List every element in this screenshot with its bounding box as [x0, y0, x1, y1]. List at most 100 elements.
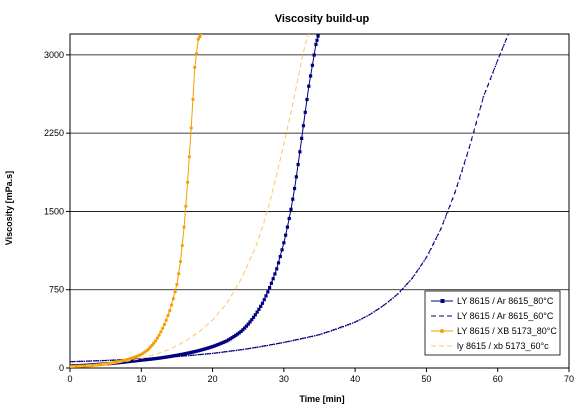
series-0-marker-103 [251, 315, 256, 319]
series-0-marker-115 [273, 272, 277, 276]
series-0-marker-41 [141, 358, 145, 362]
series-1-marker-79 [257, 346, 259, 348]
series-1-marker-154 [435, 238, 437, 240]
series-1-marker-8 [88, 360, 90, 362]
series-0-marker-72 [196, 349, 200, 353]
series-1-marker-183 [503, 43, 505, 46]
series-1-marker-182 [501, 49, 503, 51]
series-1-marker-132 [382, 304, 385, 307]
series-0-marker-45 [148, 357, 152, 361]
series-1-marker-61 [214, 352, 216, 354]
series-0-marker-35 [130, 359, 134, 363]
x-tick-label-7: 70 [564, 374, 574, 384]
series-line-2 [70, 34, 202, 367]
series-1-marker-138 [397, 293, 399, 295]
series-1 [70, 34, 510, 363]
series-0-marker-87 [223, 340, 227, 344]
series-1-marker-140 [401, 288, 404, 290]
series-1-marker-54 [197, 354, 200, 356]
series-1-marker-56 [202, 353, 204, 355]
series-1-marker-0 [70, 361, 71, 363]
legend-marker-2 [440, 329, 444, 333]
series-1-marker-2 [74, 360, 76, 363]
series-2-marker-61 [177, 272, 181, 276]
series-1-marker-152 [430, 247, 432, 250]
series-1-marker-137 [394, 295, 397, 297]
series-0-marker-40 [139, 358, 143, 362]
series-1-marker-6 [83, 360, 85, 362]
series-1-marker-3 [76, 360, 78, 363]
series-1-marker-17 [109, 359, 112, 361]
series-1-marker-82 [264, 345, 266, 347]
x-axis-label: Time [min] [299, 394, 344, 404]
series-1-marker-20 [116, 359, 119, 361]
series-2-marker-60 [175, 282, 179, 287]
series-1-marker-104 [316, 334, 318, 336]
series-line-3 [70, 34, 310, 368]
series-1-marker-5 [81, 360, 83, 363]
series-1-marker-172 [478, 114, 480, 116]
series-1-marker-114 [340, 326, 342, 329]
series-1-marker-77 [252, 347, 254, 349]
series-0-marker-65 [184, 351, 188, 356]
series-2-marker-57 [169, 303, 174, 307]
series-0-marker-135 [308, 74, 313, 78]
series-1-marker-71 [238, 349, 240, 351]
series-2-marker-47 [152, 341, 156, 345]
series-1-marker-29 [138, 358, 140, 360]
series-0-marker-61 [177, 353, 181, 357]
series-1-marker-39 [161, 356, 164, 359]
series-0-marker-119 [280, 248, 284, 252]
series-1-marker-101 [309, 336, 311, 338]
series-1-marker-67 [228, 350, 230, 353]
series-1-marker-96 [297, 338, 299, 341]
series-1-marker-107 [323, 332, 325, 334]
series-1-marker-119 [352, 322, 354, 324]
series-2-marker-52 [161, 326, 165, 330]
series-2-marker-65 [184, 204, 188, 208]
series-1-marker-124 [363, 316, 366, 319]
series-1-marker-78 [254, 346, 257, 349]
series-1-marker-31 [142, 357, 145, 360]
series-1-marker-70 [235, 349, 238, 352]
series-2-marker-67 [187, 155, 192, 159]
series-0-marker-33 [127, 359, 131, 364]
legend-box [424, 290, 561, 356]
series-1-marker-176 [487, 84, 489, 86]
series-0-marker-59 [173, 354, 177, 358]
legend-label-1: LY 8615 / Ar 8615_60°C [457, 311, 554, 321]
series-0-marker-80 [210, 345, 215, 349]
series-1-marker-162 [454, 191, 456, 194]
series-1-marker-16 [107, 359, 109, 362]
series-1-marker-84 [268, 344, 271, 346]
series-2-marker-69 [191, 97, 195, 101]
series-0-marker-88 [225, 339, 229, 343]
series-0-marker-130 [300, 136, 304, 140]
series-1-marker-173 [480, 105, 482, 107]
series-0-marker-37 [134, 359, 138, 363]
series-1-marker-83 [266, 344, 268, 347]
series-1-marker-59 [209, 352, 211, 355]
series-1-marker-167 [466, 155, 468, 157]
series-2-marker-70 [193, 65, 197, 69]
series-0-marker-74 [200, 348, 204, 352]
series-1-marker-73 [242, 348, 245, 351]
series-2-marker-63 [180, 243, 184, 248]
series-1-marker-130 [378, 307, 380, 310]
series-1-marker-72 [240, 349, 242, 351]
series-1-marker-89 [280, 342, 283, 344]
series-0-marker-93 [234, 333, 238, 337]
series-1-marker-86 [273, 343, 276, 345]
series-2-marker-62 [178, 259, 183, 264]
series-1-marker-110 [330, 330, 333, 332]
series-1-marker-93 [290, 340, 292, 342]
series-0-marker-32 [125, 360, 129, 364]
series-1-marker-161 [451, 198, 454, 201]
series-0-marker-98 [243, 326, 247, 330]
series-1-marker-148 [420, 264, 423, 266]
series-1-marker-74 [245, 348, 247, 350]
series-1-marker-11 [95, 360, 97, 362]
series-2-marker-53 [162, 322, 167, 327]
series-1-marker-165 [461, 170, 463, 173]
series-1-marker-52 [192, 354, 195, 356]
